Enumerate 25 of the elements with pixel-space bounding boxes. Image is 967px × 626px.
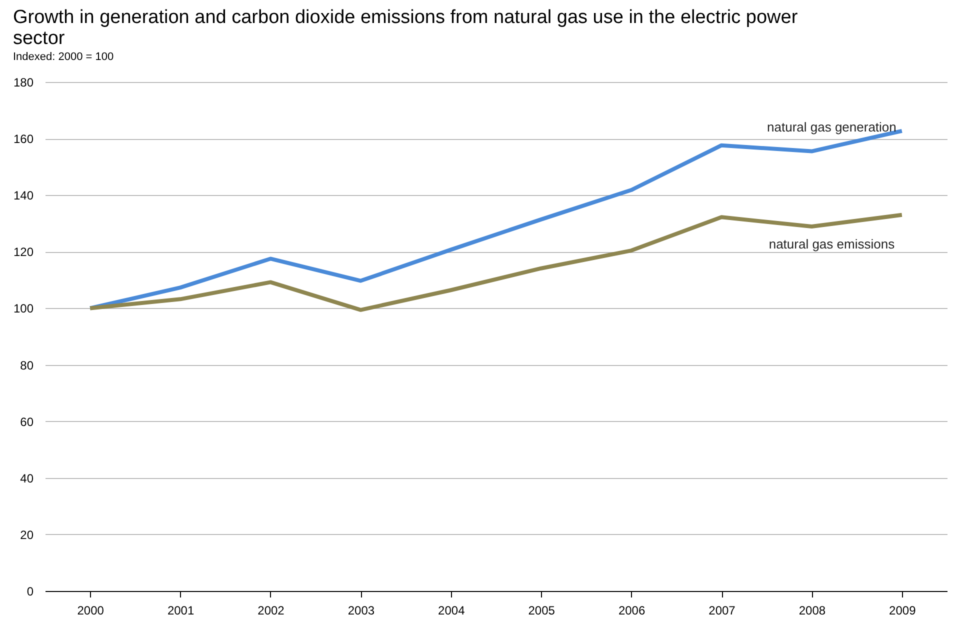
y-tick-label: 160 bbox=[13, 132, 34, 146]
y-tick-label: 100 bbox=[13, 302, 34, 316]
x-tick-label: 2009 bbox=[889, 604, 916, 618]
x-tick-label: 2001 bbox=[167, 604, 194, 618]
y-tick-label: 40 bbox=[20, 471, 34, 486]
series-label: natural gas generation bbox=[767, 119, 896, 134]
x-tick-label: 2008 bbox=[798, 604, 826, 618]
y-tick-label: 60 bbox=[20, 414, 34, 429]
y-tick-label: 0 bbox=[26, 584, 34, 598]
y-tick-label: 140 bbox=[13, 188, 34, 203]
x-tick-label: 2002 bbox=[258, 604, 285, 618]
x-tick-label: 2004 bbox=[438, 604, 466, 618]
x-tick-label: 2007 bbox=[708, 604, 736, 618]
x-tick-label: 2005 bbox=[528, 604, 556, 618]
chart-title: Growth in generation and carbon dioxide emissions from natural gas use in the electric power sector bbox=[12, 7, 798, 49]
x-tick-label: 2006 bbox=[618, 604, 646, 618]
series-label: natural gas emissions bbox=[768, 236, 896, 252]
x-tick-label: 2000 bbox=[77, 604, 104, 618]
y-tick-label: 80 bbox=[20, 358, 34, 372]
line-series bbox=[88, 212, 904, 312]
chart-subtitle: Indexed: 2000 = 100 bbox=[12, 51, 114, 63]
y-tick-label: 120 bbox=[13, 245, 34, 260]
y-tick-label: 20 bbox=[20, 528, 34, 542]
x-tick-label: 2003 bbox=[348, 604, 375, 618]
y-tick-label: 180 bbox=[13, 76, 34, 90]
